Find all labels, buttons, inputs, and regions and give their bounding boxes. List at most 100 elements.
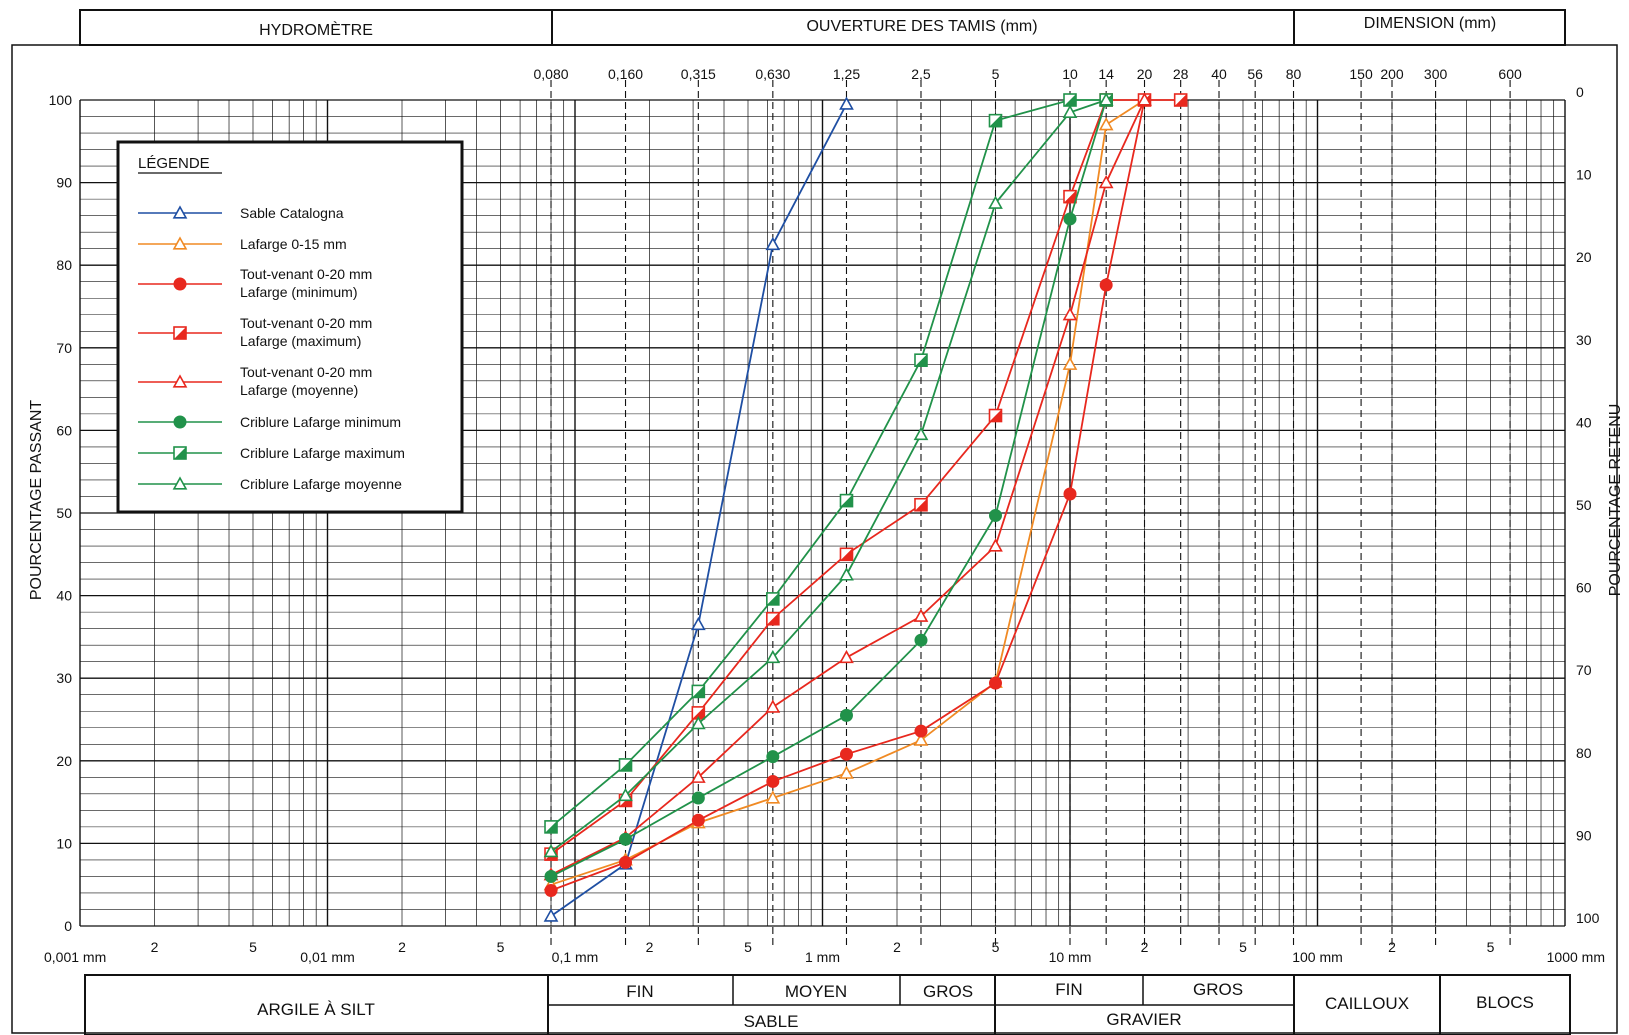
series-line [550,99,1146,876]
series-7 [543,92,1114,858]
data-point [1098,92,1114,106]
y-tick-label-right: 0 [1576,84,1584,100]
y-tick-label-right: 10 [1576,167,1592,183]
data-point [914,633,928,647]
y-tick-label-right: 50 [1576,497,1592,513]
data-point [1062,307,1078,321]
y-tick-label-right: 90 [1576,827,1592,843]
series-line [550,99,1181,855]
bottom-tick-label: 1000 mm [1547,949,1605,965]
y-tick-label-right: 100 [1576,910,1600,926]
data-point [988,508,1002,522]
data-point-fill [914,498,927,511]
class-sand-fine: FIN [626,982,653,1001]
outer-frame [11,44,1618,1034]
data-point-fill [766,592,779,605]
y-tick-label-left: 100 [49,92,73,108]
data-point [766,774,780,788]
y-tick-label-left: 0 [64,918,72,934]
series-5 [544,93,1113,883]
data-point [172,236,188,250]
data-point [765,790,781,804]
data-point [766,750,780,764]
legend-title: LÉGENDE [138,155,210,172]
data-point [1062,356,1078,370]
data-point [543,908,559,922]
data-point [839,747,853,761]
legend-label: Criblure Lafarge minimum [240,414,401,430]
data-point [544,883,558,897]
bottom-tick-label: 5 [497,939,505,955]
class-sand: SABLE [744,1012,799,1031]
bottom-tick-label: 0,01 mm [300,949,354,965]
y-axis-title-left: POURCENTAGE PASSANT [28,400,45,601]
top-tick-label: 5 [992,66,1000,82]
y-tick-label-right: 70 [1576,662,1592,678]
data-point [173,277,187,291]
y-tick-label-left: 30 [56,670,72,686]
top-tick-label: 0,080 [533,66,568,82]
legend-item: Criblure Lafarge moyenne [138,476,402,492]
class-gravel-coarse: GROS [1193,980,1243,999]
top-tick-label: 56 [1247,66,1263,82]
y-tick-label-left: 90 [56,175,72,191]
data-point [839,649,854,664]
data-point [1063,212,1077,226]
top-tick-labels: 0,080 0,160 0,315 0,630 1,25 2,5 5 10 14 20 28 40 56… [533,66,1521,82]
header-sieves: OUVERTURE DES TAMIS (mm) [806,18,1037,35]
bottom-tick-label: 2 [893,939,901,955]
bottom-tick-label: 1 mm [805,949,840,965]
series-layer [543,92,1188,922]
y-axis-title-right: POURCENTAGE RETENU [1607,404,1624,597]
left-tick-labels: 0 10 20 30 40 50 60 70 80 90 100 [49,92,73,934]
bottom-tick-label: 5 [992,939,1000,955]
top-tick-label: 600 [1498,66,1522,82]
y-tick-label-left: 70 [56,340,72,356]
data-point-fill [840,494,853,507]
data-point [544,869,558,883]
data-point-fill [766,612,779,625]
data-point [765,699,781,713]
series-line [550,99,1145,886]
data-point [1063,487,1077,501]
top-tick-label: 0,160 [608,66,643,82]
data-point [690,715,706,730]
top-tick-label: 200 [1380,66,1404,82]
series-3 [544,93,1188,861]
header-band: HYDROMÈTRE OUVERTURE DES TAMIS (mm) DIME… [79,9,1566,46]
header-dimension: DIMENSION (mm) [1364,15,1496,32]
legend-label: Tout-venant 0-20 mm Lafarge (maximum) [240,315,372,349]
data-point [839,765,854,779]
legend-item: Lafarge 0-15 mm [138,236,347,252]
data-point [619,832,633,846]
header-hydrometer: HYDROMÈTRE [259,20,373,39]
class-sand-medium: MOYEN [785,982,847,1001]
bottom-tick-label: 2 [1388,939,1396,955]
legend-label: Criblure Lafarge maximum [240,445,405,461]
class-sand-coarse: GROS [923,982,973,1001]
data-point [988,195,1003,209]
bottom-tick-label: 2 [151,939,159,955]
data-point-fill [1064,190,1076,203]
data-point [1062,104,1078,118]
data-point [839,96,854,110]
bottom-tick-label: 2 [398,939,406,955]
data-point-fill [692,706,705,719]
data-point [172,205,188,219]
bottom-tick-label: 0,1 mm [552,949,599,965]
data-point [1098,117,1114,131]
legend-label: Lafarge 0-15 mm [240,236,347,252]
data-point-fill [989,114,1002,127]
legend-item: Tout-venant 0-20 mm Lafarge (minimum) [138,266,372,300]
legend: LÉGENDE Sable Catalogna Lafarge 0-15 mm To… [116,140,464,514]
bottom-tick-label: 10 mm [1049,949,1092,965]
data-point-fill [914,354,927,367]
top-tick-label: 14 [1098,66,1114,82]
legend-item: Sable Catalogna [138,205,344,221]
data-point [913,732,929,746]
series-4 [543,92,1152,881]
data-point [618,787,633,802]
data-point-fill [174,447,186,459]
